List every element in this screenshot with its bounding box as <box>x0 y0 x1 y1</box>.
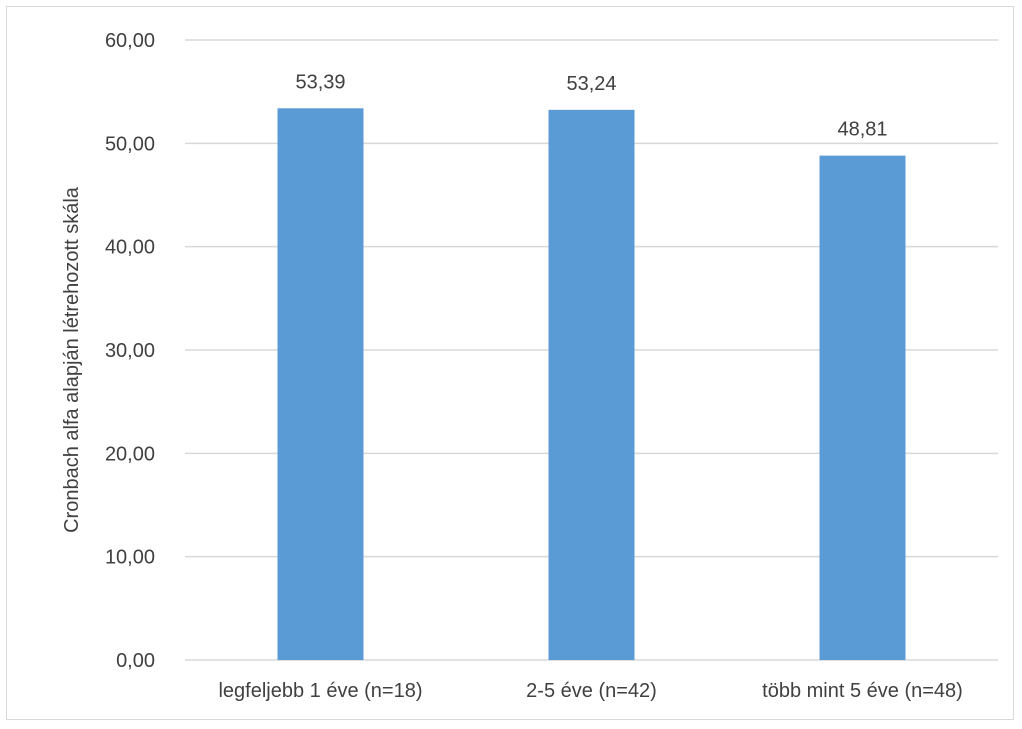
x-category-label-1: 2-5 éve (n=42) <box>526 680 657 702</box>
y-tick-label-1: 10,00 <box>105 547 155 569</box>
x-category-label-0: legfeljebb 1 éve (n=18) <box>218 680 422 702</box>
data-label-1: 53,24 <box>566 73 616 95</box>
bar-2 <box>819 155 906 660</box>
bars <box>277 108 906 660</box>
data-label-0: 53,39 <box>295 71 345 93</box>
y-axis-title: Cronbach alfa alapján létrehozott skála <box>61 186 83 533</box>
y-tick-label-5: 50,00 <box>105 133 155 155</box>
y-tick-label-2: 20,00 <box>105 443 155 465</box>
data-labels: 53,39 53,24 48,81 <box>295 71 887 140</box>
y-axis-tick-labels: 0,00 10,00 20,00 30,00 40,00 50,00 60,00 <box>105 30 155 672</box>
x-category-label-2: több mint 5 éve (n=48) <box>762 680 963 702</box>
data-label-2: 48,81 <box>837 119 887 141</box>
bar-0 <box>277 108 364 660</box>
y-tick-label-6: 60,00 <box>105 30 155 52</box>
y-tick-label-0: 0,00 <box>116 650 155 672</box>
y-tick-label-4: 40,00 <box>105 237 155 259</box>
bar-1 <box>548 109 635 660</box>
x-axis-category-labels: legfeljebb 1 éve (n=18) 2-5 éve (n=42) töb… <box>218 680 962 702</box>
y-tick-label-3: 30,00 <box>105 340 155 362</box>
